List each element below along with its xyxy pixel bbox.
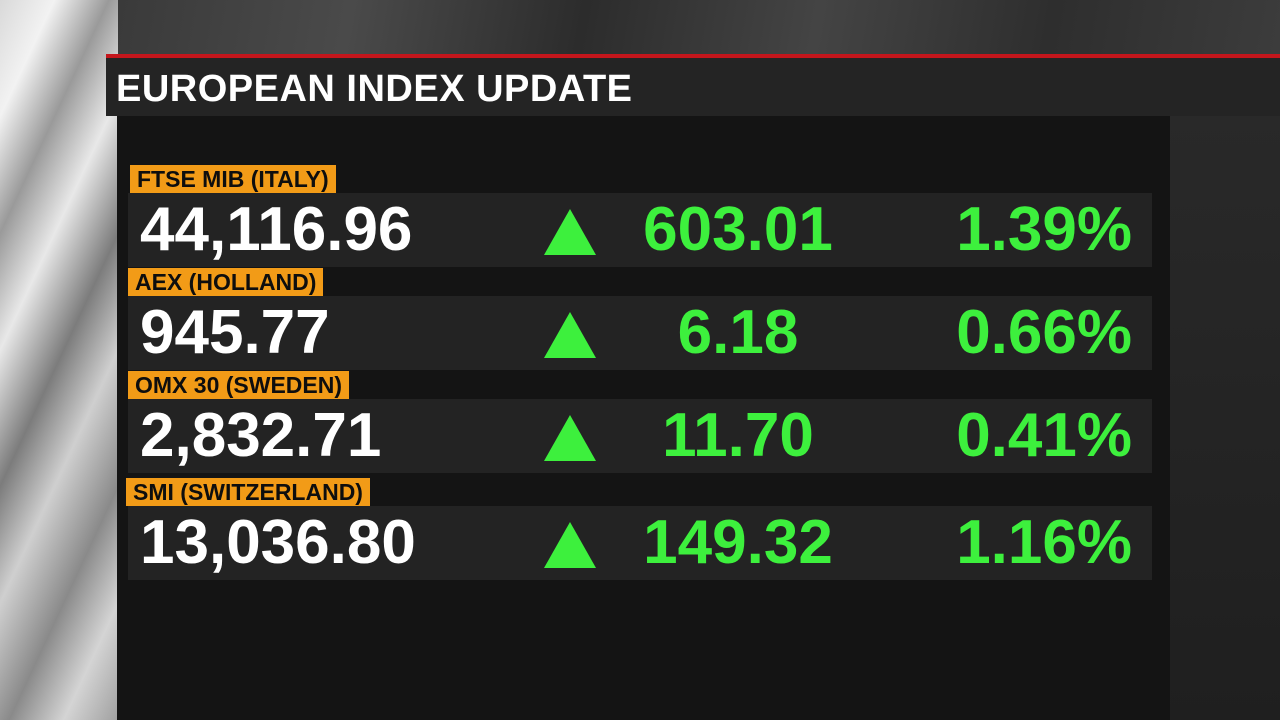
- index-percent-change: 1.39%: [956, 195, 1132, 264]
- index-row-smi: 13,036.80 149.32 1.16%: [128, 506, 1152, 580]
- index-change: 11.70: [662, 401, 814, 470]
- index-value: 13,036.80: [140, 508, 416, 577]
- index-value: 44,116.96: [140, 195, 413, 264]
- index-percent-change: 0.66%: [956, 298, 1132, 367]
- background-decoration-left: [0, 0, 118, 720]
- background-decoration-right: [1168, 54, 1280, 720]
- up-arrow-icon: [544, 522, 596, 568]
- background-decoration-top: [118, 0, 1280, 54]
- index-label-smi: SMI (SWITZERLAND): [126, 478, 370, 506]
- header-bar: EUROPEAN INDEX UPDATE: [106, 54, 1280, 116]
- index-change: 603.01: [643, 195, 833, 264]
- page-title: EUROPEAN INDEX UPDATE: [116, 68, 633, 110]
- up-arrow-icon: [544, 312, 596, 358]
- index-value: 2,832.71: [140, 401, 382, 470]
- index-change: 6.18: [677, 298, 799, 367]
- up-arrow-icon: [544, 209, 596, 255]
- up-arrow-icon: [544, 415, 596, 461]
- index-row-aex: 945.77 6.18 0.66%: [128, 296, 1152, 370]
- index-label-ftse-mib: FTSE MIB (ITALY): [130, 165, 336, 193]
- index-label-omx-30: OMX 30 (SWEDEN): [128, 371, 350, 399]
- index-percent-change: 1.16%: [956, 508, 1132, 577]
- index-row-ftse-mib: 44,116.96 603.01 1.39%: [128, 193, 1152, 267]
- index-row-omx-30: 2,832.71 11.70 0.41%: [128, 399, 1152, 473]
- index-value: 945.77: [140, 298, 330, 367]
- index-percent-change: 0.41%: [956, 401, 1132, 470]
- index-change: 149.32: [643, 508, 833, 577]
- index-label-aex: AEX (HOLLAND): [128, 268, 324, 296]
